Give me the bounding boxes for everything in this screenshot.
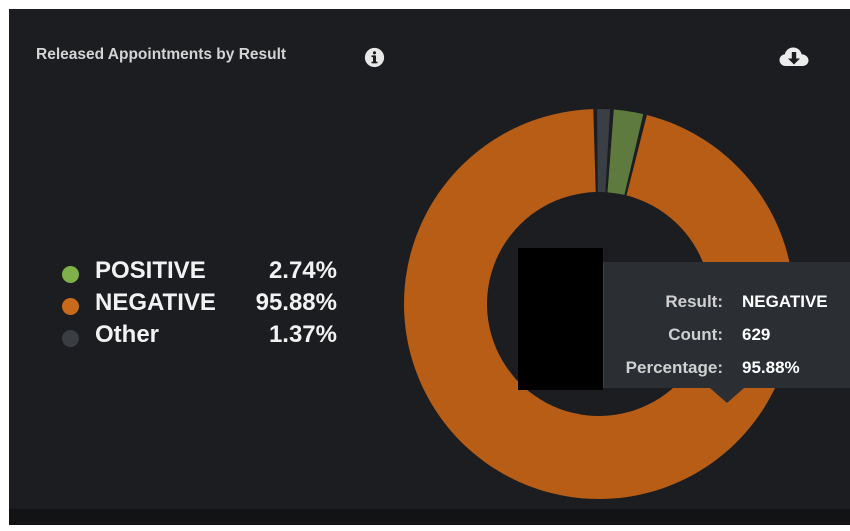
legend-item-negative[interactable]: NEGATIVE 95.88% <box>57 287 357 319</box>
tooltip-value-percentage: 95.88% <box>742 358 800 377</box>
chart-title: Released Appointments by Result <box>36 46 287 63</box>
chart-card: Released Appointments by Result POSITIVE… <box>9 9 850 509</box>
legend-label-positive: POSITIVE <box>95 257 206 284</box>
redacted-block <box>518 248 603 390</box>
donut-slice-other[interactable] <box>597 109 611 193</box>
tooltip-key-count: Count: <box>668 325 723 344</box>
donut-slice-negative[interactable] <box>404 109 794 500</box>
tooltip-row-count: Count: 629 <box>604 325 850 351</box>
legend-marker-positive <box>62 266 79 283</box>
legend-label-other: Other <box>95 321 160 348</box>
donut-chart <box>404 109 794 500</box>
donut-slice-positive[interactable] <box>607 109 644 195</box>
dashboard-frame: Released Appointments by Result POSITIVE… <box>9 9 850 525</box>
tooltip-key-result: Result: <box>665 292 723 311</box>
legend-percent-negative: 95.88% <box>255 289 337 316</box>
legend-marker-negative <box>62 298 79 315</box>
tooltip-value-count: 629 <box>742 325 771 344</box>
chart-legend: POSITIVE 2.74% NEGATIVE 95.88% Other 1.3… <box>57 255 357 351</box>
tooltip-pointer <box>710 388 744 403</box>
tooltip-row-percentage: Percentage: 95.88% <box>604 358 850 384</box>
tooltip-key-percentage: Percentage: <box>625 358 723 377</box>
legend-item-positive[interactable]: POSITIVE 2.74% <box>57 255 357 287</box>
tooltip-value-result: NEGATIVE <box>742 292 828 311</box>
legend-item-other[interactable]: Other 1.37% <box>57 319 357 351</box>
legend-marker-other <box>62 330 79 347</box>
cloud-download-icon[interactable] <box>778 45 810 69</box>
info-icon[interactable] <box>364 47 385 68</box>
legend-label-negative: NEGATIVE <box>95 289 216 316</box>
legend-percent-positive: 2.74% <box>268 257 337 284</box>
chart-tooltip: Result: NEGATIVE Count: 629 Percentage: … <box>603 262 850 388</box>
legend-percent-other: 1.37% <box>268 321 337 348</box>
tooltip-row-result: Result: NEGATIVE <box>604 292 850 318</box>
